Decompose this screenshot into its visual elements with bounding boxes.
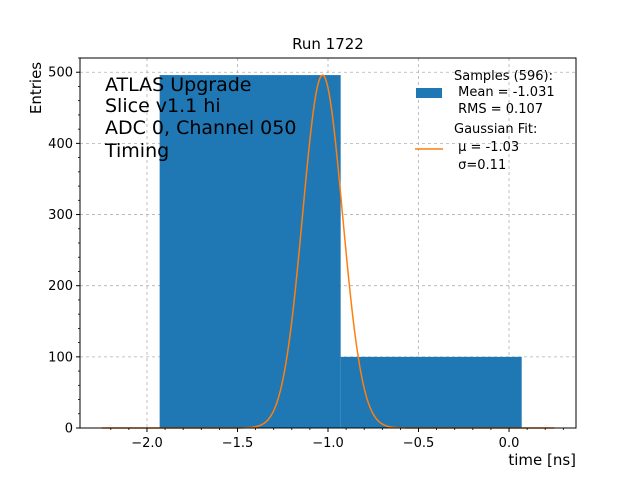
annotation-line: ATLAS Upgrade <box>105 74 251 96</box>
legend-samples-rms: RMS = 0.107 <box>454 102 543 117</box>
x-axis-label: time [ns] <box>508 451 576 469</box>
axis-ticks: −2.0 −1.5 −1.0 −0.5 0.0 0 100 200 300 400 500 <box>48 57 564 451</box>
annotation-block: ATLAS Upgrade Slice v1.1 hi ADC 0, Chann… <box>104 74 296 162</box>
annotation-line: Slice v1.1 hi <box>105 95 221 117</box>
legend-swatch-samples <box>416 88 442 98</box>
y-axis-label: Entries <box>27 62 45 114</box>
x-tick-label: −1.0 <box>312 436 344 451</box>
legend: Samples (596): Mean = -1.031 RMS = 0.107… <box>415 69 555 173</box>
y-tick-label: 500 <box>48 66 73 81</box>
y-tick-label: 0 <box>65 422 73 437</box>
legend-samples-label: Samples (596): <box>454 69 553 84</box>
legend-fit-sigma: σ=0.11 <box>454 158 506 173</box>
y-tick-label: 100 <box>48 350 73 365</box>
chart-title: Run 1722 <box>292 35 364 53</box>
annotation-line: ADC 0, Channel 050 <box>105 117 296 139</box>
x-tick-label: 0.0 <box>499 436 520 451</box>
y-tick-label: 400 <box>48 137 73 152</box>
x-tick-label: −2.0 <box>131 436 163 451</box>
annotation-line: Timing <box>104 140 169 162</box>
legend-fit-mu: μ = -1.03 <box>454 140 519 155</box>
x-tick-label: −0.5 <box>403 436 435 451</box>
legend-samples-mean: Mean = -1.031 <box>454 85 555 100</box>
histogram-bar <box>340 356 522 428</box>
y-tick-label: 200 <box>48 279 73 294</box>
x-tick-label: −1.5 <box>222 436 254 451</box>
y-tick-label: 300 <box>48 208 73 223</box>
legend-fit-label: Gaussian Fit: <box>454 122 537 137</box>
